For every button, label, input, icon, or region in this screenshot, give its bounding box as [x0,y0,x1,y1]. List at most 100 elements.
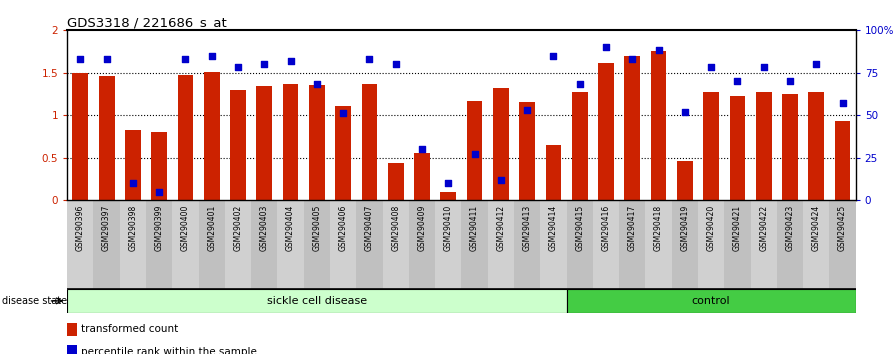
Bar [278,200,304,289]
Bar [625,56,640,200]
Bar [67,345,77,354]
Point [547,53,561,58]
Bar [120,200,146,289]
Bar [566,200,593,289]
Text: GSM290409: GSM290409 [418,205,426,251]
Text: GSM290412: GSM290412 [496,205,505,251]
Text: transformed count: transformed count [81,324,178,334]
Point [520,107,534,113]
Bar [803,200,830,289]
Bar [729,96,745,200]
Bar [225,200,251,289]
Bar [572,92,588,200]
Bar [99,76,115,200]
Bar [67,323,77,336]
Bar [493,88,509,200]
Bar [256,86,272,200]
Bar [383,200,409,289]
Point [677,109,692,114]
Text: GSM290402: GSM290402 [234,205,243,251]
Text: percentile rank within the sample: percentile rank within the sample [81,347,257,354]
Bar [650,51,667,200]
Bar [619,200,645,289]
Text: GSM290397: GSM290397 [102,205,111,251]
Point [599,44,613,50]
Text: GSM290396: GSM290396 [76,205,85,251]
Bar [172,200,199,289]
Point [756,65,771,70]
Bar [151,132,167,200]
Text: GSM290406: GSM290406 [339,205,348,251]
Bar [835,121,850,200]
Bar [808,92,824,200]
Bar [251,200,278,289]
Text: GSM290425: GSM290425 [838,205,847,251]
Bar [487,200,514,289]
Point [362,56,376,62]
Bar [414,153,430,200]
Text: GSM290410: GSM290410 [444,205,452,251]
Bar [283,84,298,200]
Point [310,82,324,87]
Bar [698,200,724,289]
Bar [67,200,93,289]
Text: GDS3318 / 221686_s_at: GDS3318 / 221686_s_at [67,16,227,29]
Point [257,61,271,67]
Bar [125,130,141,200]
Text: GSM290415: GSM290415 [575,205,584,251]
Bar [645,200,672,289]
Point [231,65,246,70]
Text: GSM290416: GSM290416 [601,205,610,251]
Point [573,82,587,87]
Point [835,100,849,106]
Bar [703,92,719,200]
Bar [599,63,614,200]
Text: GSM290417: GSM290417 [628,205,637,251]
Point [336,110,350,116]
Bar [540,200,566,289]
Text: GSM290420: GSM290420 [707,205,716,251]
Point [730,78,745,84]
Point [441,180,455,186]
Text: GSM290405: GSM290405 [313,205,322,251]
Point [625,56,640,62]
Text: GSM290408: GSM290408 [392,205,401,251]
Text: GSM290411: GSM290411 [470,205,479,251]
Bar [204,72,220,200]
Text: GSM290418: GSM290418 [654,205,663,251]
Bar [199,200,225,289]
Bar [751,200,777,289]
Text: GSM290424: GSM290424 [812,205,821,251]
Point [204,53,219,58]
Bar [566,289,856,313]
Text: GSM290423: GSM290423 [786,205,795,251]
Bar [782,94,797,200]
Bar [672,200,698,289]
Bar [73,73,88,200]
Point [73,56,88,62]
Bar [467,102,482,200]
Bar [514,200,540,289]
Text: GSM290399: GSM290399 [155,205,164,251]
Bar [67,289,566,313]
Bar [146,200,172,289]
Text: GSM290400: GSM290400 [181,205,190,251]
Bar [335,106,351,200]
Text: GSM290422: GSM290422 [759,205,768,251]
Bar [441,192,456,200]
Point [651,48,666,53]
Text: GSM290421: GSM290421 [733,205,742,251]
Bar [830,200,856,289]
Text: GSM290413: GSM290413 [522,205,531,251]
Point [809,61,823,67]
Bar [93,200,120,289]
Bar [330,200,357,289]
Point [125,180,140,186]
Text: GSM290403: GSM290403 [260,205,269,251]
Bar [309,85,324,200]
Bar [677,161,693,200]
Point [283,58,297,63]
Bar [357,200,383,289]
Bar [520,102,535,200]
Point [783,78,797,84]
